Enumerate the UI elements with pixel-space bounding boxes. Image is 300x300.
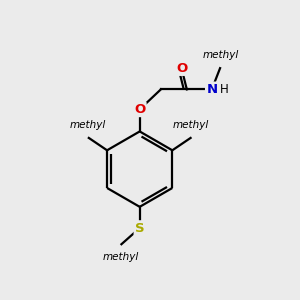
Text: N: N (206, 83, 218, 96)
Text: H: H (220, 83, 229, 96)
Text: methyl: methyl (103, 253, 139, 262)
Text: O: O (176, 61, 187, 75)
Text: methyl: methyl (173, 120, 209, 130)
Text: O: O (134, 103, 145, 116)
Text: methyl: methyl (202, 50, 239, 60)
Text: S: S (135, 221, 145, 235)
Text: methyl: methyl (70, 120, 106, 130)
